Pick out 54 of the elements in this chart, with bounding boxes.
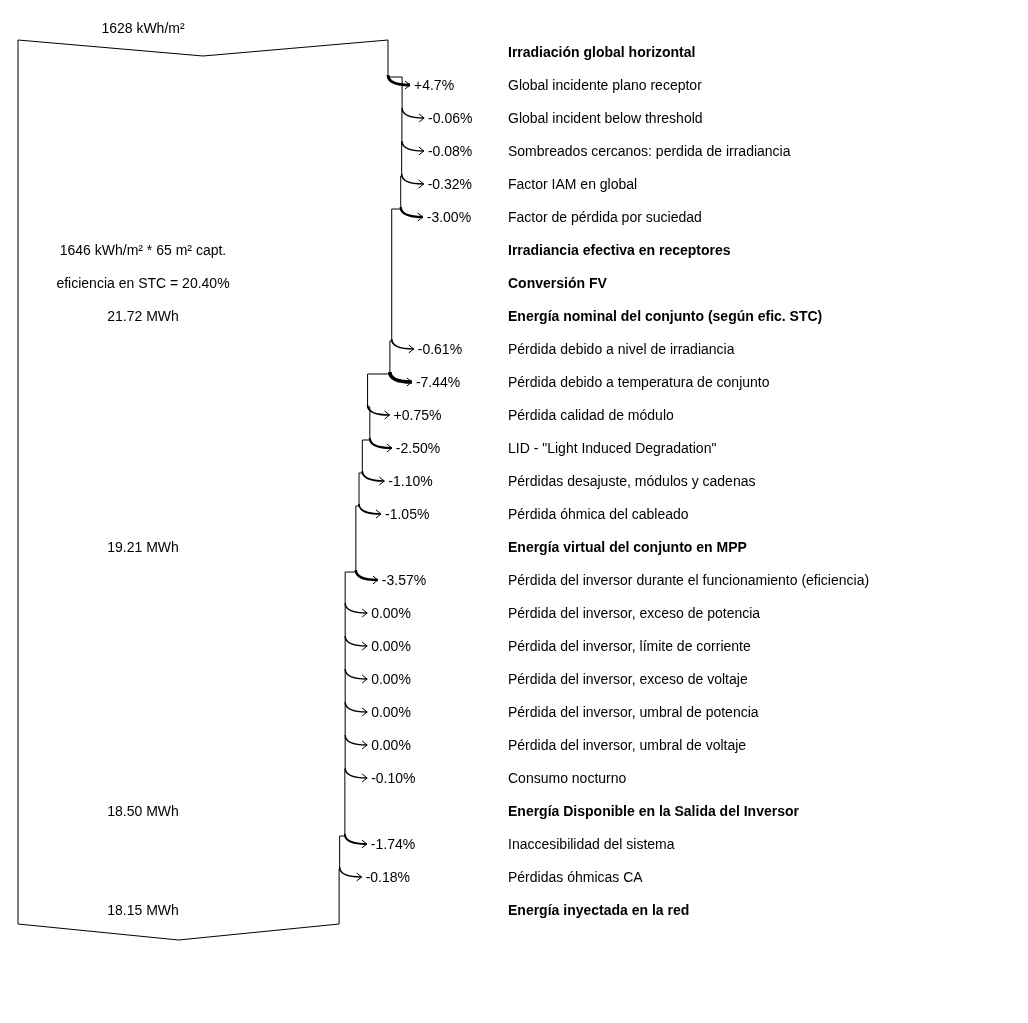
text: 19.21 MWh	[107, 538, 179, 555]
data-label: -0.06%	[428, 109, 473, 126]
data-label: -3.57%	[381, 571, 427, 588]
category-label: Inaccesibilidad del sistema	[508, 835, 675, 852]
category-label: Pérdida calidad de módulo	[508, 406, 674, 423]
data-label: -0.10%	[371, 769, 416, 786]
category-label: Pérdida debido a nivel de irradiancia	[508, 340, 735, 357]
category-label: Energía Disponible en la Salida del Inversor	[508, 802, 800, 819]
category-label: Energía virtual del conjunto en MPP	[508, 538, 747, 555]
category-label: Pérdidas óhmicas CA	[508, 868, 644, 885]
data-label: -2.50%	[395, 439, 441, 456]
data-label: 0.00%	[371, 637, 411, 654]
category-label: Pérdida debido a temperatura de conjunto	[508, 373, 770, 390]
data-label: -7.44%	[415, 373, 461, 390]
data-label: -0.32%	[427, 175, 473, 192]
data-label: 0.00%	[371, 604, 411, 621]
category-label: Pérdida del inversor, umbral de potencia	[508, 703, 759, 720]
category-label: Global incident below threshold	[508, 109, 703, 126]
category-label: Conversión FV	[508, 274, 608, 291]
data-label: -1.10%	[388, 472, 433, 489]
category-label: Sombreados cercanos: perdida de irradiancia	[508, 142, 791, 159]
text: 18.50 MWh	[107, 802, 179, 819]
category-label: Global incidente plano receptor	[508, 76, 703, 93]
data-label: 0.00%	[371, 703, 411, 720]
category-label: LID - "Light Induced Degradation"	[508, 439, 717, 456]
data-label: 0.00%	[371, 670, 411, 687]
data-label: -0.18%	[365, 868, 410, 885]
category-label: Energía inyectada en la red	[508, 901, 690, 918]
category-label: Pérdidas desajuste, módulos y cadenas	[508, 472, 756, 489]
category-label: Energía nominal del conjunto (según efic. STC)	[508, 307, 823, 324]
text: eficiencia en STC = 20.40%	[56, 274, 230, 291]
category-label: Irradiancia efectiva en receptores	[508, 241, 731, 258]
category-label: Pérdida óhmica del cableado	[508, 505, 689, 522]
category-label: Pérdida del inversor, umbral de voltaje	[508, 736, 747, 753]
data-label: +4.7%	[414, 76, 455, 93]
category-label: Pérdida del inversor, límite de corriente	[508, 637, 751, 654]
category-label: Factor de pérdida por suciedad	[508, 208, 702, 225]
data-label: +0.75%	[393, 406, 442, 423]
category-label: Pérdida del inversor durante el funcionamiento (eficiencia)	[508, 571, 870, 588]
data-label: -0.61%	[417, 340, 463, 357]
data-label: -3.00%	[426, 208, 472, 225]
data-label: -0.08%	[427, 142, 473, 159]
text: 1628 kWh/m²	[101, 19, 185, 36]
category-label: Pérdida del inversor, exceso de voltaje	[508, 670, 748, 687]
category-label: Factor IAM en global	[508, 175, 638, 192]
data-label: 0.00%	[371, 736, 411, 753]
category-label: Irradiación global horizontal	[508, 43, 696, 60]
category-label: Pérdida del inversor, exceso de potencia	[508, 604, 761, 621]
text: 21.72 MWh	[107, 307, 179, 324]
text: 18.15 MWh	[107, 901, 179, 918]
category-label: Consumo nocturno	[508, 769, 627, 786]
data-label: -1.74%	[370, 835, 416, 852]
text: 1646 kWh/m² * 65 m² capt.	[59, 241, 227, 258]
data-label: -1.05%	[385, 505, 430, 522]
